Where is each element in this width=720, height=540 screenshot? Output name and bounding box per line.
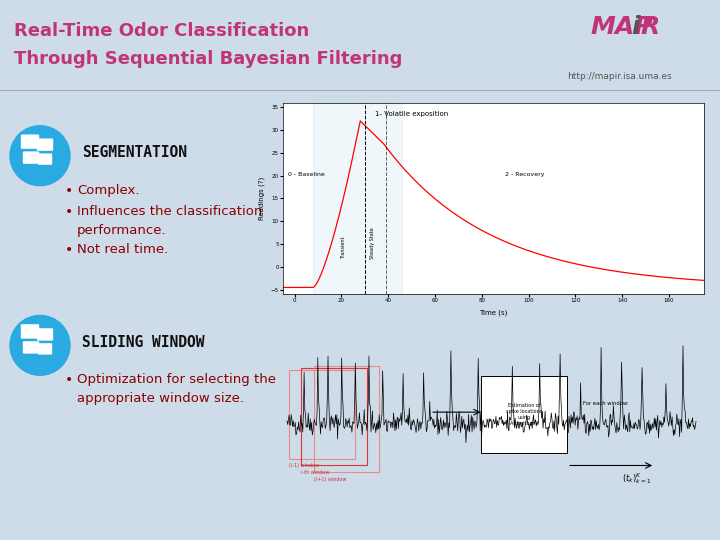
Text: For each window:: For each window: xyxy=(583,401,629,406)
Text: •: • xyxy=(65,184,73,198)
Text: Transient: Transient xyxy=(341,237,346,259)
Text: •: • xyxy=(65,242,73,256)
Text: i: i xyxy=(631,15,639,39)
FancyBboxPatch shape xyxy=(21,325,39,339)
Text: $(t_k)_{k=1}^K$: $(t_k)_{k=1}^K$ xyxy=(622,471,652,486)
Text: R: R xyxy=(640,15,660,39)
Text: http://mapir.isa.uma.es: http://mapir.isa.uma.es xyxy=(567,72,672,82)
Text: Steady State: Steady State xyxy=(369,227,374,259)
Text: Through Sequential Bayesian Filtering: Through Sequential Bayesian Filtering xyxy=(14,50,402,68)
Text: Optimization for selecting the: Optimization for selecting the xyxy=(77,373,276,386)
Circle shape xyxy=(10,126,70,186)
FancyBboxPatch shape xyxy=(21,134,39,149)
Text: performance.: performance. xyxy=(77,224,166,237)
Text: Influences the classification: Influences the classification xyxy=(77,205,262,218)
X-axis label: Time (s): Time (s) xyxy=(480,309,508,315)
Circle shape xyxy=(10,315,70,375)
Text: •: • xyxy=(65,373,73,387)
Text: Complex.: Complex. xyxy=(77,184,140,197)
Text: 2 - Recovery: 2 - Recovery xyxy=(505,172,545,177)
Text: (i+1) window: (i+1) window xyxy=(314,477,346,482)
Text: SEGMENTATION: SEGMENTATION xyxy=(82,145,187,160)
FancyBboxPatch shape xyxy=(481,376,567,453)
Text: Real-Time Odor Classification: Real-Time Odor Classification xyxy=(14,22,310,40)
Y-axis label: Readings (?): Readings (?) xyxy=(258,177,265,220)
Text: 0 - Baseline: 0 - Baseline xyxy=(288,172,325,177)
Text: MAP: MAP xyxy=(590,15,652,39)
Bar xyxy=(302,368,366,465)
Text: Not real time.: Not real time. xyxy=(77,242,168,255)
Text: (i-1) window: (i-1) window xyxy=(289,463,319,468)
FancyBboxPatch shape xyxy=(23,152,39,164)
Text: •: • xyxy=(65,205,73,219)
Text: i-th window: i-th window xyxy=(302,470,330,475)
Text: appropriate window size.: appropriate window size. xyxy=(77,392,244,405)
Text: Estimation of
spike locations
using
Algorithm 2: Estimation of spike locations using Algo… xyxy=(506,403,542,426)
FancyBboxPatch shape xyxy=(37,139,53,151)
FancyBboxPatch shape xyxy=(37,328,53,340)
FancyBboxPatch shape xyxy=(38,154,52,165)
Bar xyxy=(289,370,354,458)
Bar xyxy=(314,366,379,472)
Text: SLIDING WINDOW: SLIDING WINDOW xyxy=(82,335,204,350)
FancyBboxPatch shape xyxy=(23,341,39,353)
FancyBboxPatch shape xyxy=(38,343,52,354)
Bar xyxy=(313,103,402,294)
Text: 1- Volatile exposition: 1- Volatile exposition xyxy=(375,111,449,117)
